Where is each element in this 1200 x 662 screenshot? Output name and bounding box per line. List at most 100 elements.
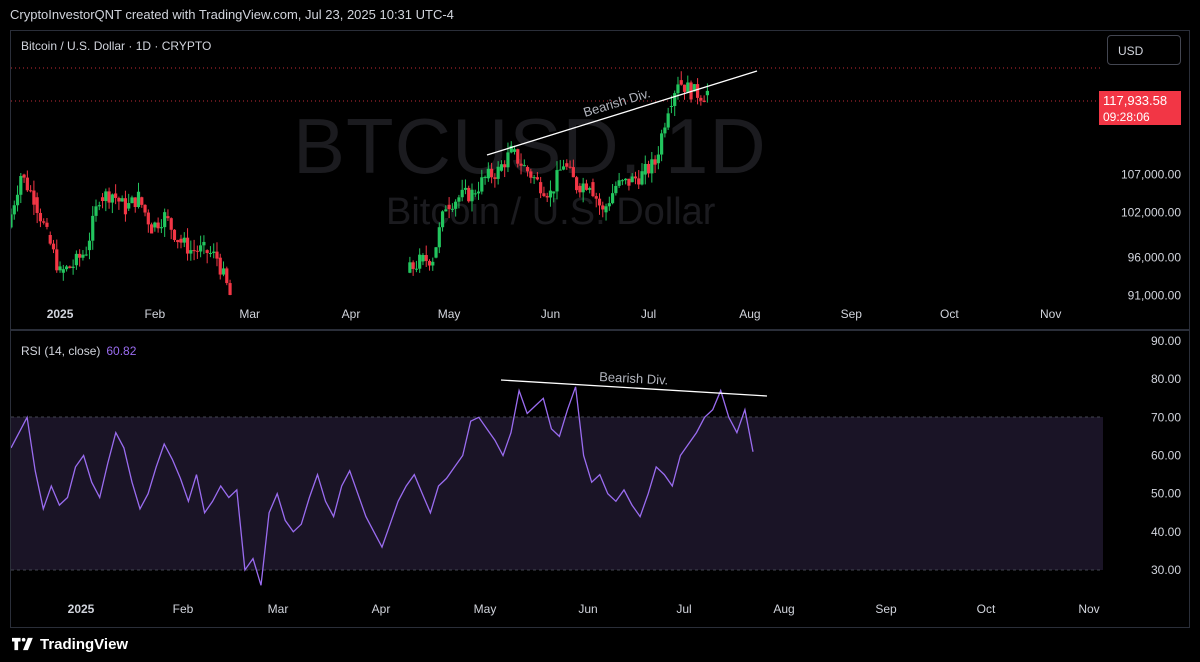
rsi-time-tick-label: Aug: [773, 602, 794, 616]
candle-body: [94, 206, 98, 216]
price-chart-svg: Bearish Div. 91,000.0096,000.00102,000.0…: [11, 67, 1182, 321]
candle-body: [440, 211, 445, 228]
candle-body: [581, 183, 585, 193]
candle-body: [424, 255, 428, 261]
candle-body: [25, 177, 29, 191]
rsi-band: [11, 417, 1103, 570]
candle-body: [48, 235, 52, 244]
candle-body: [542, 193, 546, 197]
candle-body: [12, 205, 16, 215]
candle-body: [136, 191, 141, 208]
candle-body: [496, 166, 500, 179]
candle-body: [575, 177, 579, 191]
currency-button[interactable]: USD: [1107, 35, 1181, 65]
candle-body: [467, 187, 471, 202]
candle-body: [179, 238, 183, 243]
candle-body: [100, 197, 105, 202]
time-tick-label: Nov: [1040, 307, 1061, 321]
rsi-time-axis: 2025 Feb Mar Apr May Jun Jul Aug Sep Oct Nov: [68, 602, 1100, 616]
candle-body: [633, 176, 638, 179]
candle-body: [686, 82, 690, 92]
time-tick-label: Aug: [739, 307, 760, 321]
rsi-tick-label: 60.00: [1151, 449, 1181, 463]
candle-body: [51, 243, 56, 250]
candle-body: [669, 105, 674, 107]
candle-body: [578, 185, 582, 193]
candle-body: [565, 163, 569, 167]
candle-body: [225, 268, 229, 284]
candle-body: [679, 80, 683, 85]
candle-body: [614, 185, 618, 194]
candle-body: [35, 197, 39, 213]
candle-body: [660, 133, 664, 155]
candle-body: [630, 176, 634, 183]
candle-body: [594, 196, 598, 199]
candle-body: [591, 182, 595, 197]
candle-body: [228, 283, 232, 295]
candle-body: [414, 268, 419, 270]
candle-body: [692, 84, 696, 92]
candle-body: [545, 196, 549, 198]
time-tick-label: Feb: [145, 307, 166, 321]
candle-body: [702, 100, 706, 102]
candle-body: [663, 127, 667, 134]
price-chart-pane[interactable]: BTCUSD, 1D Bitcoin / U.S. Dollar Bearish…: [10, 30, 1190, 330]
rsi-axis: 90.00 80.00 70.00 60.00 50.00 40.00 30.00: [1151, 334, 1181, 577]
rsi-time-tick-label: Jul: [676, 602, 691, 616]
rsi-pane[interactable]: Bearish Div. 90.00 80.00 70.00 60.00 50.00 40…: [10, 330, 1190, 628]
candle-body: [68, 266, 72, 268]
candle-body: [525, 167, 530, 172]
candle-body: [650, 159, 654, 174]
candle-body: [695, 84, 700, 98]
candle-body: [548, 190, 553, 198]
candle-body: [666, 113, 670, 128]
rsi-tick-label: 90.00: [1151, 334, 1181, 348]
candle-body: [705, 90, 709, 96]
symbol-title: Bitcoin / U.S. Dollar · 1D · CRYPTO: [21, 39, 212, 53]
candle-body: [470, 189, 474, 202]
candle-body: [127, 203, 131, 209]
candle-body: [110, 194, 114, 203]
time-tick-label: Jul: [641, 307, 656, 321]
price-time-axis: 2025 Feb Mar Apr May Jun Jul Aug Sep Oct Nov: [47, 307, 1062, 321]
time-tick-label: Jun: [541, 307, 560, 321]
rsi-title-text: RSI (14, close): [21, 344, 101, 358]
rsi-bearish-div-trendline: [500, 379, 768, 397]
candle-body: [610, 193, 615, 204]
attribution-text: CryptoInvestorQNT created with TradingVi…: [10, 7, 454, 22]
candles-group: [11, 71, 709, 296]
candle-body: [418, 254, 422, 269]
candle-body: [163, 212, 167, 228]
rsi-line: [11, 386, 754, 586]
countdown-value: 09:28:06: [1103, 110, 1150, 124]
candle-body: [483, 176, 487, 178]
candle-body: [450, 208, 454, 210]
candle-body: [195, 250, 199, 252]
candle-body: [682, 84, 687, 92]
rsi-tick-label: 40.00: [1151, 525, 1181, 539]
candle-body: [114, 193, 118, 198]
candle-body: [45, 222, 49, 227]
candle-body: [506, 152, 510, 168]
candle-body: [620, 180, 624, 182]
candle-body: [431, 261, 435, 266]
candle-body: [437, 227, 441, 248]
candle-body: [584, 183, 589, 190]
candle-body: [627, 178, 631, 186]
price-tick-label: 91,000.00: [1128, 288, 1182, 302]
candle-body: [133, 197, 137, 208]
candle-body: [434, 247, 438, 258]
price-tick-label: 102,000.00: [1121, 205, 1181, 219]
candle-body: [215, 251, 219, 259]
candle-body: [32, 190, 36, 205]
candle-body: [185, 237, 190, 254]
rsi-time-tick-label: Feb: [173, 602, 194, 616]
candle-body: [571, 167, 575, 178]
candle-body: [208, 252, 213, 254]
candle-body: [473, 193, 477, 195]
candle-body: [74, 253, 78, 266]
candle-body: [408, 262, 412, 273]
time-tick-label: Oct: [940, 307, 959, 321]
candle-body: [444, 209, 448, 212]
rsi-time-tick-label: May: [474, 602, 497, 616]
